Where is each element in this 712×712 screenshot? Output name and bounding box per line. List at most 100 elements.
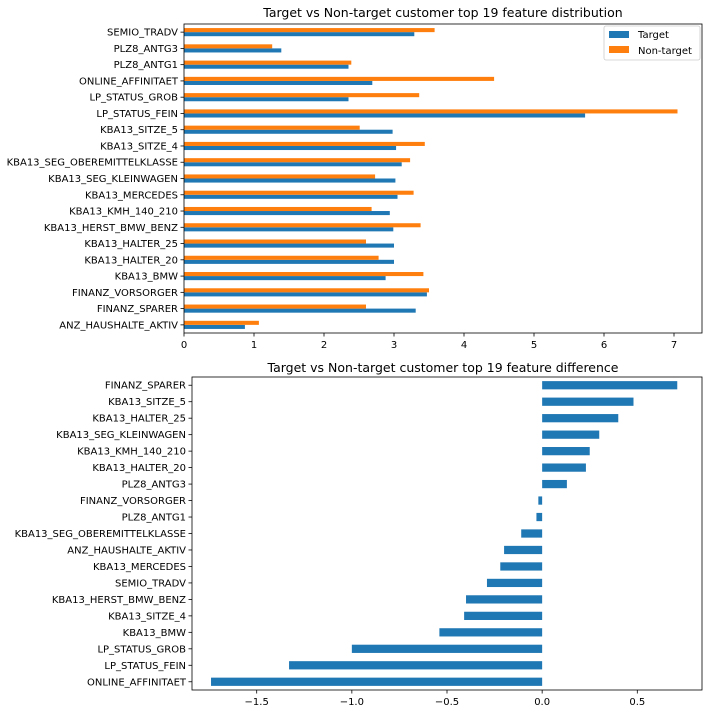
bar-nontarget-kba13_halter_25 — [184, 239, 366, 244]
y-tick-label: KBA13_SEG_KLEINWAGEN — [48, 174, 178, 185]
y-tick-label: FINANZ_VORSORGER — [72, 288, 178, 299]
bar-diff-anz_haushalte_aktiv — [504, 545, 543, 555]
y-tick-label: FINANZ_SPARER — [105, 381, 186, 392]
bar-target-plz8_antg1 — [184, 64, 349, 69]
y-tick-label: KBA13_KMH_140_210 — [77, 447, 186, 458]
bar-diff-kba13_herst_bmw_benz — [466, 595, 543, 604]
y-tick-label: KBA13_SEG_KLEINWAGEN — [56, 430, 186, 441]
bar-target-kba13_mercedes — [184, 194, 398, 199]
bar-nontarget-semio_tradv — [184, 28, 435, 33]
y-tick-label: KBA13_BMW — [115, 272, 178, 283]
bar-target-kba13_halter_20 — [184, 259, 394, 264]
y-tick-label: KBA13_HALTER_25 — [84, 239, 178, 250]
x-tick-label: 0.0 — [534, 697, 550, 708]
x-tick-label: 7 — [671, 340, 677, 351]
bar-target-anz_haushalte_aktiv — [184, 324, 245, 329]
x-tick-label: 0 — [181, 340, 187, 351]
bar-nontarget-kba13_herst_bmw_benz — [184, 223, 421, 228]
legend-swatch-target — [609, 31, 629, 38]
y-tick-label: FINANZ_VORSORGER — [80, 496, 186, 507]
bar-target-semio_tradv — [184, 32, 415, 37]
bar-target-lp_status_grob — [184, 97, 349, 102]
legend-swatch-nontarget — [609, 46, 629, 53]
y-tick-label: KBA13_BMW — [123, 628, 186, 639]
chart-2-frame — [191, 376, 703, 691]
bar-nontarget-kba13_mercedes — [184, 190, 414, 195]
y-tick-label: LP_STATUS_FEIN — [96, 109, 178, 120]
bar-diff-kba13_mercedes — [500, 562, 543, 571]
bar-diff-plz8_antg3 — [542, 479, 567, 489]
y-tick-label: KBA13_HALTER_25 — [92, 414, 186, 425]
y-tick-label: KBA13_HERST_BMW_BENZ — [44, 223, 178, 234]
x-tick-label: 6 — [601, 340, 607, 351]
bar-nontarget-plz8_antg1 — [184, 60, 352, 65]
x-tick-label: 3 — [391, 340, 397, 351]
y-tick-label: PLZ8_ANTG1 — [122, 513, 186, 524]
x-tick-label: −1.5 — [245, 697, 269, 708]
y-tick-label: LP_STATUS_GROB — [89, 93, 178, 104]
y-tick-label: SEMIO_TRADV — [107, 28, 178, 39]
bar-target-plz8_antg3 — [184, 48, 282, 53]
bar-target-online_affinitaet — [184, 80, 373, 85]
bar-target-finanz_sparer — [184, 308, 416, 313]
bar-nontarget-lp_status_grob — [184, 93, 420, 98]
y-tick-label: KBA13_SITZE_5 — [100, 125, 178, 136]
bar-diff-lp_status_fein — [289, 661, 543, 670]
y-tick-label: ONLINE_AFFINITAET — [87, 677, 187, 688]
y-tick-label: KBA13_SEG_OBEREMITTELKLASSE — [15, 529, 186, 540]
bar-target-kba13_bmw — [184, 276, 386, 281]
bar-nontarget-kba13_halter_20 — [184, 255, 379, 260]
bar-diff-kba13_halter_25 — [542, 414, 619, 423]
y-tick-label: PLZ8_ANTG3 — [114, 44, 178, 55]
bar-diff-kba13_seg_oberemittelklasse — [521, 529, 543, 538]
y-tick-label: KBA13_HERST_BMW_BENZ — [52, 595, 186, 606]
y-tick-label: KBA13_HALTER_20 — [92, 463, 186, 474]
bar-diff-finanz_sparer — [542, 381, 678, 390]
y-tick-label: KBA13_SITZE_4 — [100, 141, 178, 152]
bar-diff-finanz_vorsorger — [538, 496, 543, 505]
y-tick-label: KBA13_SITZE_4 — [108, 611, 186, 622]
bar-nontarget-kba13_seg_oberemittelklasse — [184, 158, 411, 163]
x-tick-label: 0.5 — [629, 697, 645, 708]
bar-target-lp_status_fein — [184, 113, 586, 118]
y-tick-label: SEMIO_TRADV — [115, 578, 186, 589]
bar-nontarget-plz8_antg3 — [184, 44, 273, 49]
bar-nontarget-anz_haushalte_aktiv — [184, 320, 259, 325]
y-tick-label: ANZ_HAUSHALTE_AKTIV — [59, 320, 178, 331]
bar-diff-kba13_bmw — [439, 628, 543, 637]
bar-target-kba13_halter_25 — [184, 243, 394, 248]
bar-diff-plz8_antg1 — [536, 512, 543, 522]
y-tick-label: KBA13_SITZE_5 — [108, 397, 186, 408]
bar-diff-kba13_halter_20 — [542, 463, 586, 472]
y-tick-label: ONLINE_AFFINITAET — [79, 76, 179, 87]
chart-2-plot: FINANZ_SPARER KBA13_SITZE_5 KBA13_HALTER_2… — [15, 376, 703, 708]
y-tick-label: LP_STATUS_GROB — [97, 644, 186, 655]
legend-label-target: Target — [637, 30, 669, 41]
bar-target-kba13_sitze_4 — [184, 145, 397, 151]
bar-nontarget-finanz_vorsorger — [184, 288, 429, 293]
bar-nontarget-kba13_bmw — [184, 272, 424, 277]
bar-diff-kba13_kmh_140_210 — [542, 447, 590, 456]
x-tick-label: −1.0 — [340, 697, 364, 708]
bar-diff-kba13_sitze_4 — [464, 611, 543, 620]
y-tick-label: KBA13_MERCEDES — [85, 190, 178, 201]
bar-target-finanz_vorsorger — [184, 292, 427, 297]
chart-1-legend: Target Non-target — [603, 25, 701, 61]
chart-2-title: Target vs Non-target customer top 19 fea… — [267, 360, 619, 375]
x-tick-label: −0.5 — [435, 697, 459, 708]
bar-target-kba13_kmh_140_210 — [184, 211, 390, 216]
legend-label-nontarget: Non-target — [638, 46, 692, 57]
y-tick-label: KBA13_HALTER_20 — [84, 255, 178, 266]
bar-nontarget-finanz_sparer — [184, 304, 366, 309]
bar-diff-lp_status_grob — [351, 644, 543, 653]
bar-target-kba13_seg_oberemittelklasse — [184, 162, 402, 167]
bar-nontarget-online_affinitaet — [184, 76, 495, 81]
bar-diff-online_affinitaet — [211, 677, 543, 686]
bar-diff-semio_tradv — [486, 578, 543, 588]
y-tick-label: ANZ_HAUSHALTE_AKTIV — [67, 545, 186, 556]
x-tick-label: 4 — [461, 340, 467, 351]
y-tick-label: FINANZ_SPARER — [97, 304, 178, 315]
bar-target-kba13_sitze_5 — [184, 129, 393, 134]
chart-1-title: Target vs Non-target customer top 19 fea… — [262, 5, 622, 20]
